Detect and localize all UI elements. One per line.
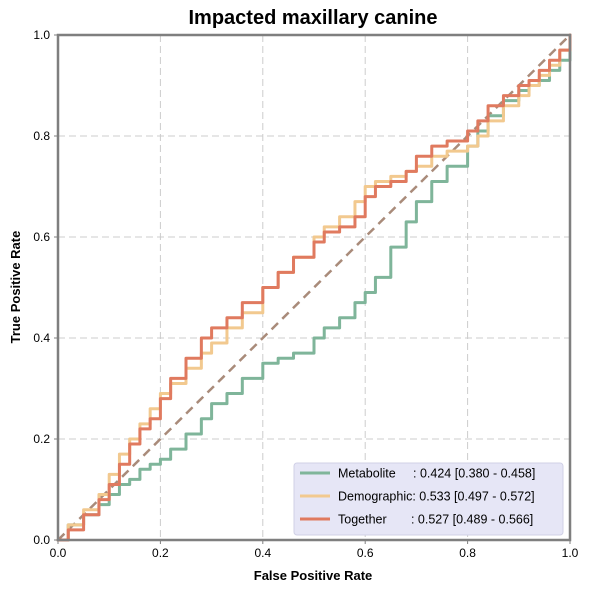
x-axis-label: False Positive Rate — [254, 568, 373, 583]
series-line-together — [56, 33, 572, 542]
legend: Metabolite : 0.424 [0.380 - 0.458] Demogr… — [293, 462, 564, 536]
x-tick-label: 0.0 — [50, 546, 67, 560]
tick-labels: 0.0 0.2 0.4 0.6 0.8 1.0 0.0 0.2 0.4 0.6 0.8 1.0 — [33, 28, 578, 560]
series-group — [56, 33, 572, 542]
y-tick-label: 0.0 — [33, 533, 50, 547]
chart-title: Impacted maxillary canine — [188, 7, 437, 29]
y-axis-label: True Positive Rate — [8, 231, 23, 344]
x-tick-label: 0.4 — [254, 546, 271, 560]
x-tick-label: 0.6 — [357, 546, 374, 560]
legend-label-metabolite: Metabolite : 0.424 [0.380 - 0.458] — [338, 467, 535, 481]
legend-label-together: Together : 0.527 [0.489 - 0.566] — [338, 513, 533, 527]
x-tick-label: 1.0 — [562, 546, 579, 560]
y-tick-label: 0.4 — [33, 331, 50, 345]
y-tick-label: 0.8 — [33, 129, 50, 143]
y-tick-label: 0.6 — [33, 230, 50, 244]
legend-label-demographic: Demographic: 0.533 [0.497 - 0.572] — [338, 490, 535, 504]
y-tick-label: 0.2 — [33, 432, 50, 446]
y-tick-label: 1.0 — [33, 28, 50, 42]
legend-box — [293, 462, 564, 536]
x-tick-label: 0.2 — [152, 546, 169, 560]
plot-frame — [56, 33, 572, 542]
x-tick-label: 0.8 — [459, 546, 476, 560]
